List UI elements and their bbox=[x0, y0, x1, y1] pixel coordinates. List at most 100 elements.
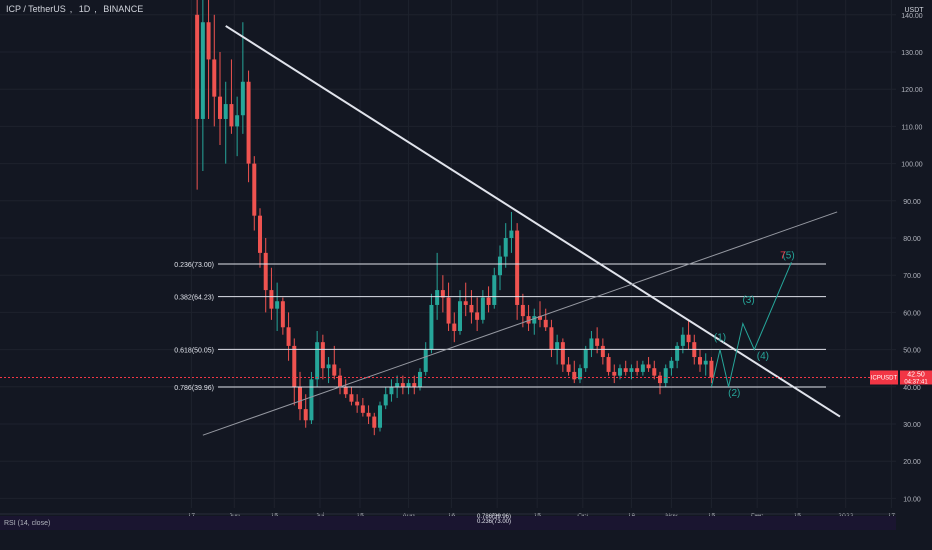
price-tick-label: 50.00 bbox=[903, 348, 921, 355]
candle-body bbox=[618, 368, 622, 376]
candle-body bbox=[532, 316, 537, 324]
price-tick-label: 30.00 bbox=[903, 422, 921, 429]
candle-body bbox=[503, 238, 508, 257]
price-tick-label: 70.00 bbox=[903, 273, 921, 280]
price-tick-label: 100.00 bbox=[901, 162, 923, 169]
fib-level-label: 0.618(50.05) bbox=[174, 347, 214, 354]
candle-body bbox=[492, 275, 497, 305]
chart-header: ICP / TetherUS, 1D, BINANCE bbox=[6, 4, 144, 14]
trendline-downtrend bbox=[225, 25, 841, 418]
rsi-pane[interactable]: RSI (14, close) 0.786(39.96)0.236(73.00) bbox=[0, 513, 896, 530]
candle-body bbox=[549, 327, 554, 350]
wave-label: (1) bbox=[714, 332, 726, 343]
candle-body bbox=[303, 409, 308, 421]
candle-body bbox=[709, 360, 714, 378]
chart-grid bbox=[0, 0, 896, 508]
candle-body bbox=[229, 104, 234, 127]
last-price-countdown: 04:37:41 bbox=[904, 380, 928, 386]
price-tick-label: 60.00 bbox=[903, 310, 921, 317]
candle-body bbox=[520, 304, 525, 317]
candle-body bbox=[343, 386, 348, 395]
candle-body bbox=[669, 360, 674, 369]
candle-body bbox=[378, 405, 382, 428]
price-tick-label: 40.00 bbox=[903, 385, 921, 392]
candle-body bbox=[572, 371, 577, 380]
fibonacci-levels[interactable]: 0.236(73.00) 0.382(64.23) 0.618(50.05) 0.78… bbox=[174, 262, 826, 392]
candle-body bbox=[560, 342, 565, 365]
symbol-name[interactable]: ICP / TetherUS bbox=[6, 4, 66, 14]
candle-body bbox=[538, 316, 542, 320]
candle-body bbox=[372, 416, 377, 428]
candle-body bbox=[555, 342, 560, 350]
candle-body bbox=[583, 349, 588, 369]
wave-path bbox=[710, 261, 792, 387]
candle-body bbox=[652, 368, 657, 376]
candle-body bbox=[195, 14, 200, 119]
rsi-label: RSI (14, close) bbox=[4, 520, 50, 527]
candle-body bbox=[223, 104, 228, 119]
candle-body bbox=[680, 334, 685, 346]
candle-body bbox=[298, 386, 302, 410]
candle-body bbox=[446, 297, 451, 324]
candle-body bbox=[263, 252, 268, 291]
candle-body bbox=[606, 357, 611, 372]
candle-body bbox=[326, 364, 331, 369]
candle-body bbox=[698, 357, 702, 365]
candle-body bbox=[515, 230, 520, 305]
price-tick-label: 140.00 bbox=[901, 13, 923, 20]
candle-body bbox=[212, 59, 217, 97]
last-price-tag bbox=[900, 370, 932, 385]
candle-body bbox=[349, 394, 354, 402]
candle-body bbox=[200, 22, 205, 119]
candle-body bbox=[623, 368, 628, 372]
fib-level-label: 0.236(73.00) bbox=[174, 262, 214, 269]
candle-body bbox=[286, 327, 291, 346]
candle-body bbox=[486, 297, 491, 305]
candle-body bbox=[526, 316, 531, 324]
candle-body bbox=[418, 371, 422, 387]
price-axis-currency: USDT bbox=[904, 7, 924, 14]
interval[interactable]: 1D bbox=[78, 4, 91, 14]
candle-body bbox=[663, 368, 668, 384]
candle-body bbox=[589, 338, 594, 350]
candle-body bbox=[480, 297, 485, 320]
candle-body bbox=[338, 375, 342, 387]
last-price-symbol-tag bbox=[870, 370, 898, 385]
trendlines[interactable] bbox=[202, 25, 841, 436]
elliott-wave-projection[interactable]: (1) (2) (3) (4) (5)7 bbox=[710, 250, 795, 399]
candle-body bbox=[463, 301, 468, 305]
wave-label: (5) bbox=[782, 250, 794, 261]
price-axis[interactable]: USDT 10.00 20.00 30.00 40.00 50.00 60.00 70.00 8… bbox=[900, 0, 932, 550]
candle-body bbox=[640, 364, 645, 372]
candle-body bbox=[675, 345, 680, 361]
candle-body bbox=[600, 345, 605, 358]
candle-body bbox=[578, 368, 582, 380]
candle-body bbox=[498, 256, 502, 276]
rsi-band bbox=[0, 516, 896, 530]
wave-label: (4) bbox=[757, 351, 769, 362]
candle-body bbox=[315, 342, 320, 380]
candle-body bbox=[703, 360, 708, 365]
candle-body bbox=[475, 312, 480, 320]
price-tick-label: 130.00 bbox=[901, 50, 923, 57]
candle-body bbox=[635, 368, 640, 372]
candle-body bbox=[235, 115, 240, 127]
candle-body bbox=[469, 304, 474, 313]
candle-body bbox=[658, 375, 662, 384]
candle-body bbox=[320, 342, 325, 369]
candle-body bbox=[440, 290, 445, 298]
price-axis-background bbox=[900, 0, 932, 550]
candle-body bbox=[435, 290, 440, 305]
candle-body bbox=[355, 401, 360, 406]
candle-body bbox=[429, 304, 434, 350]
candle-body bbox=[629, 368, 634, 372]
price-tick-label: 90.00 bbox=[903, 199, 921, 206]
candle-body bbox=[246, 81, 251, 164]
candle-body bbox=[423, 349, 428, 372]
wave-label: (2) bbox=[728, 388, 740, 399]
candle-body bbox=[452, 323, 457, 331]
candle-body bbox=[309, 379, 314, 421]
candle-body bbox=[543, 319, 548, 328]
